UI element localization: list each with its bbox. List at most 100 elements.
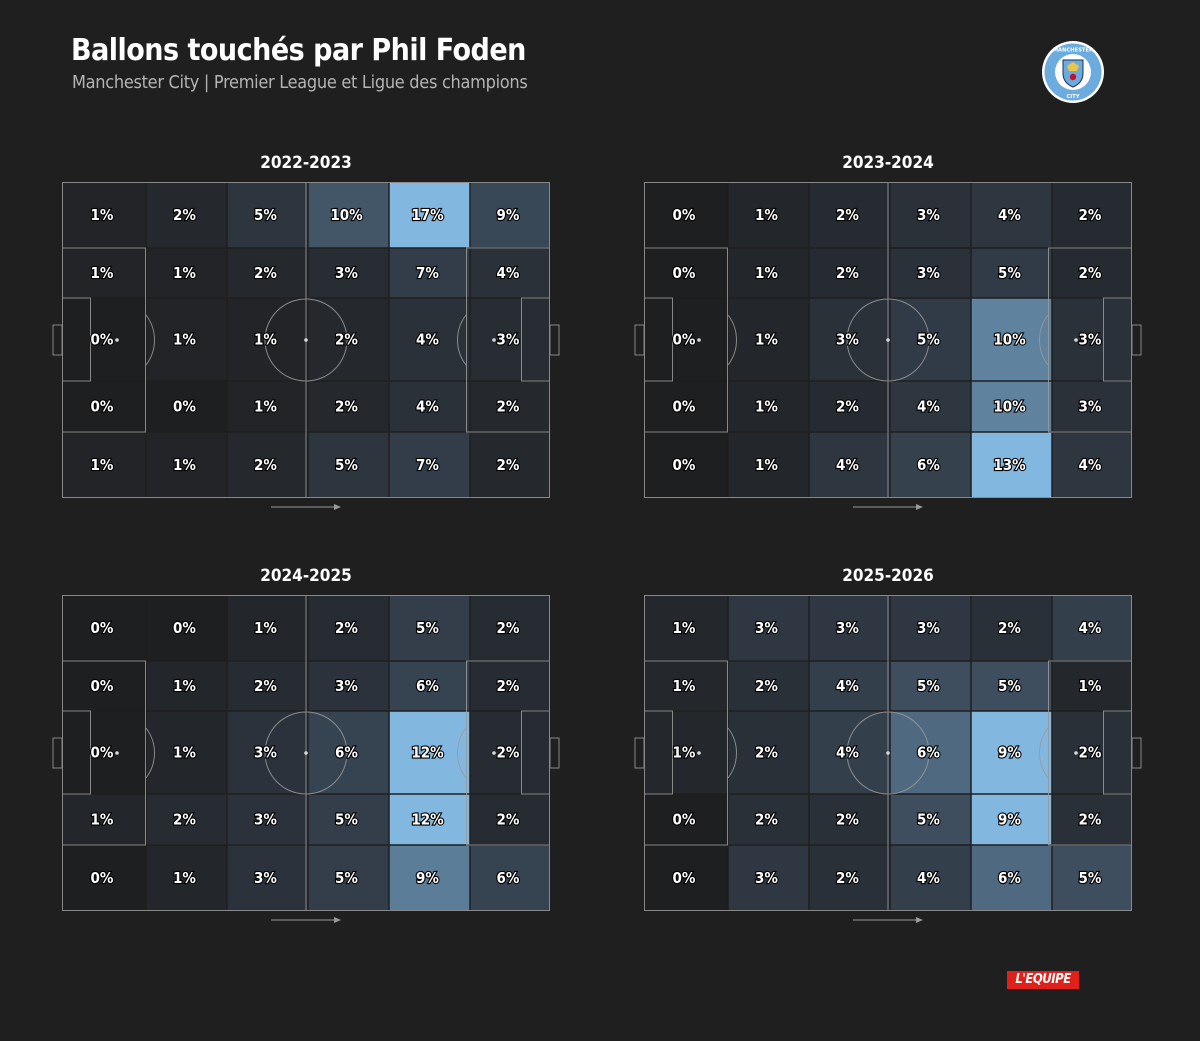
cell-value-label: 9% xyxy=(998,744,1021,762)
pitch-heatmap-2022-2023: 1% 2% 5% 10% 17% 9% 1% 1% 2% 3% 7% 4% 0% 1% 1% 2% 4% 3% 0%… xyxy=(52,182,560,510)
heatmap-cell xyxy=(389,711,470,794)
cell-value-label: 1% xyxy=(173,264,196,282)
cell-value-label: 0% xyxy=(91,869,114,887)
heatmap-cell xyxy=(644,248,728,298)
cell-value-label: 4% xyxy=(917,869,940,887)
season-title-2023-2024: 2023-2024 xyxy=(842,153,934,173)
heatmap-cell xyxy=(971,381,1052,432)
cell-value-label: 2% xyxy=(497,677,520,695)
heatmap-cell xyxy=(644,845,728,911)
heatmap-cell xyxy=(146,711,227,794)
cell-value-label: 5% xyxy=(917,331,940,349)
cell-value-label: 2% xyxy=(1079,206,1102,224)
heatmap-cell xyxy=(971,595,1052,661)
cell-value-label: 5% xyxy=(254,206,277,224)
attack-direction-arrow xyxy=(271,917,341,923)
heatmap-cell xyxy=(1052,794,1132,845)
cell-value-label: 1% xyxy=(173,456,196,474)
cell-value-label: 1% xyxy=(673,744,696,762)
svg-text:MANCHESTER: MANCHESTER xyxy=(1053,48,1093,54)
cell-value-label: 4% xyxy=(497,264,520,282)
attack-direction-arrow xyxy=(271,504,341,510)
cell-value-label: 2% xyxy=(173,811,196,829)
cell-value-label: 3% xyxy=(254,811,277,829)
cell-value-label: 0% xyxy=(673,264,696,282)
cell-value-label: 2% xyxy=(836,398,859,416)
heatmap-cell xyxy=(890,381,971,432)
chart-subtitle: Manchester City | Premier League et Ligu… xyxy=(72,72,528,93)
cell-value-label: 2% xyxy=(1079,744,1102,762)
heatmap-cell xyxy=(809,248,890,298)
pitch-lines xyxy=(52,595,560,911)
heatmap-cell xyxy=(890,298,971,381)
heatmap-cell xyxy=(62,381,146,432)
cell-value-label: 1% xyxy=(91,264,114,282)
cell-value-label: 2% xyxy=(998,619,1021,637)
cell-value-label: 13% xyxy=(993,456,1026,474)
cell-value-label: 5% xyxy=(998,264,1021,282)
heatmap-cell xyxy=(728,595,809,661)
cell-value-label: 1% xyxy=(91,456,114,474)
heatmap-cell xyxy=(62,182,146,248)
heatmap-cell xyxy=(62,432,146,498)
heatmap-cell xyxy=(809,845,890,911)
heatmap-cell xyxy=(227,381,308,432)
cell-value-label: 5% xyxy=(917,677,940,695)
lequipe-logo: L'EQUIPE xyxy=(1007,971,1079,989)
heatmap-cell xyxy=(389,381,470,432)
heatmap-cell xyxy=(146,661,227,711)
cell-value-label: 1% xyxy=(173,677,196,695)
cell-value-label: 6% xyxy=(497,869,520,887)
cell-value-label: 5% xyxy=(335,456,358,474)
heatmap-cell xyxy=(146,248,227,298)
cell-value-label: 10% xyxy=(330,206,363,224)
heatmap-cell xyxy=(1052,381,1132,432)
heatmap-cell xyxy=(389,248,470,298)
heatmap-cell xyxy=(146,845,227,911)
heatmap-cell xyxy=(146,794,227,845)
heatmap-cell xyxy=(1052,845,1132,911)
cell-value-label: 2% xyxy=(335,331,358,349)
heatmap-cell xyxy=(1052,595,1132,661)
cell-value-label: 5% xyxy=(335,811,358,829)
cell-value-label: 2% xyxy=(755,677,778,695)
cell-value-label: 0% xyxy=(673,331,696,349)
svg-text:CITY: CITY xyxy=(1066,94,1079,100)
cell-value-label: 0% xyxy=(91,331,114,349)
cell-value-label: 2% xyxy=(173,206,196,224)
cell-value-label: 2% xyxy=(497,398,520,416)
heatmap-cell xyxy=(227,661,308,711)
heatmap-cell xyxy=(1052,661,1132,711)
heatmap-cell xyxy=(470,432,550,498)
cell-value-label: 4% xyxy=(836,744,859,762)
cell-value-label: 1% xyxy=(755,206,778,224)
cell-value-label: 3% xyxy=(917,206,940,224)
heatmap-cell xyxy=(971,711,1052,794)
heatmap-cell xyxy=(470,661,550,711)
cell-value-label: 12% xyxy=(411,811,444,829)
heatmap-cell xyxy=(308,794,389,845)
heatmap-cell xyxy=(728,711,809,794)
cell-value-label: 12% xyxy=(411,744,444,762)
cell-value-label: 5% xyxy=(917,811,940,829)
heatmap-cell xyxy=(809,711,890,794)
cell-value-label: 6% xyxy=(917,456,940,474)
cell-value-label: 2% xyxy=(497,811,520,829)
pitch-heatmap-2023-2024: 0% 1% 2% 3% 4% 2% 0% 1% 2% 3% 5% 2% 0% 1% 3% 5% 10% 3% 0% 1… xyxy=(634,182,1142,510)
cell-value-label: 2% xyxy=(755,811,778,829)
cell-value-label: 0% xyxy=(673,398,696,416)
heatmap-cell xyxy=(470,794,550,845)
heatmap-cell xyxy=(1052,298,1132,381)
heatmap-cell xyxy=(308,298,389,381)
cell-value-label: 6% xyxy=(917,744,940,762)
heatmap-cell xyxy=(62,298,146,381)
heatmap-cell xyxy=(971,845,1052,911)
cell-value-label: 3% xyxy=(1079,398,1102,416)
season-title-2022-2023: 2022-2023 xyxy=(260,153,352,173)
heatmap-cell xyxy=(227,845,308,911)
cell-value-label: 4% xyxy=(1079,456,1102,474)
cell-value-label: 4% xyxy=(416,398,439,416)
heatmap-cell xyxy=(728,381,809,432)
cell-value-label: 2% xyxy=(254,264,277,282)
cell-value-label: 2% xyxy=(1079,811,1102,829)
